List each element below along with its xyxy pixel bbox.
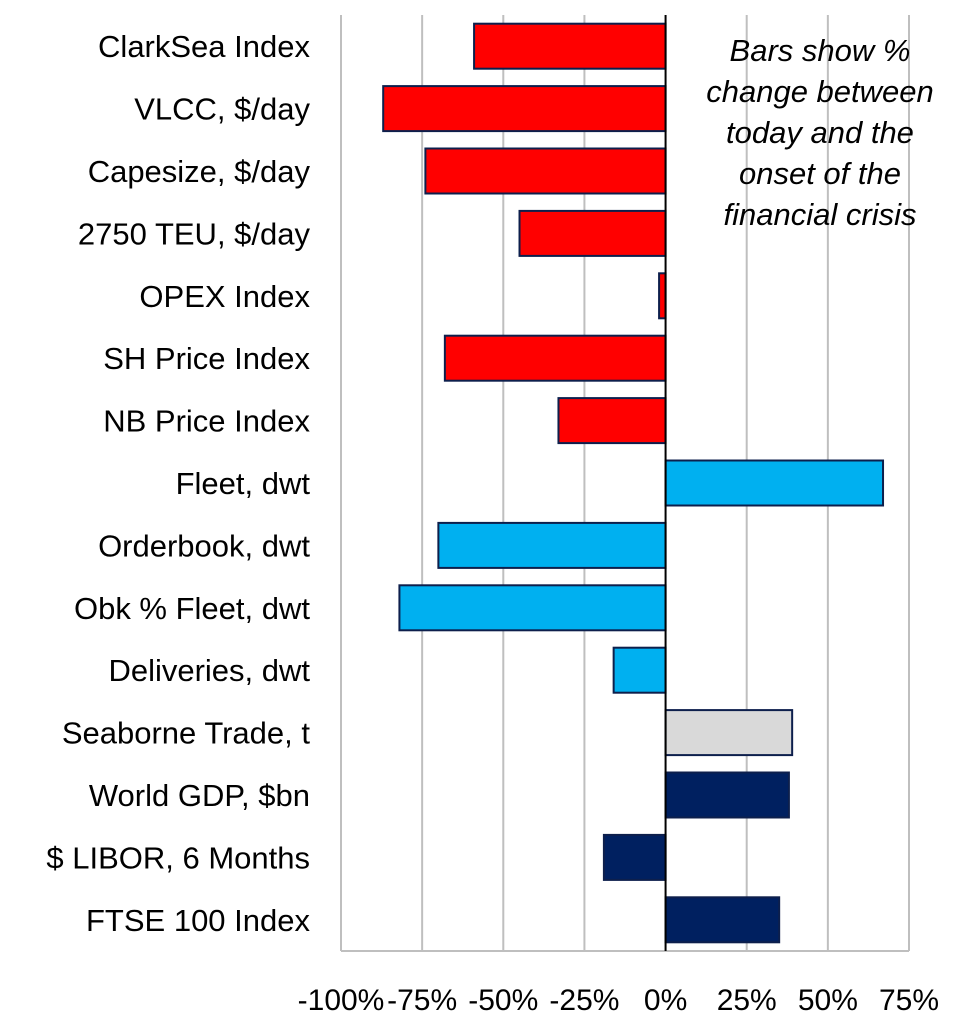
- category-label: 2750 TEU, $/day: [78, 216, 311, 251]
- category-label: Seaborne Trade, t: [62, 716, 311, 751]
- category-label: Obk % Fleet, dwt: [74, 591, 310, 626]
- bar: [602, 833, 667, 881]
- bar: [664, 771, 790, 819]
- category-label: FTSE 100 Index: [86, 903, 311, 938]
- bar: [612, 646, 667, 694]
- x-tick-label: -25%: [549, 984, 619, 1017]
- bar: [424, 147, 667, 195]
- x-tick-label: 50%: [798, 984, 858, 1017]
- bar: [473, 22, 667, 70]
- x-tick-label: -75%: [387, 984, 457, 1017]
- category-label: NB Price Index: [103, 404, 310, 439]
- category-label: World GDP, $bn: [89, 778, 310, 813]
- category-label: ClarkSea Index: [98, 29, 310, 64]
- category-label: Capesize, $/day: [88, 154, 311, 189]
- bar: [557, 397, 667, 445]
- bar: [398, 584, 667, 632]
- category-label: Deliveries, dwt: [108, 653, 310, 688]
- x-tick-label: -100%: [298, 984, 385, 1017]
- bar: [664, 459, 885, 507]
- bar: [382, 85, 667, 133]
- category-label: $ LIBOR, 6 Months: [46, 840, 310, 875]
- chart-annotation: Bars show % change between today and the…: [706, 33, 934, 232]
- bar: [664, 896, 781, 944]
- x-tick-label: 75%: [879, 984, 939, 1017]
- bar: [443, 334, 667, 382]
- x-tick-label: -50%: [468, 984, 538, 1017]
- bar: [664, 709, 794, 757]
- category-label: OPEX Index: [139, 279, 310, 314]
- category-label: Fleet, dwt: [176, 466, 311, 501]
- category-label: VLCC, $/day: [134, 92, 310, 127]
- x-tick-label: 25%: [717, 984, 777, 1017]
- bar: [437, 521, 667, 569]
- bar: [518, 209, 667, 257]
- category-label: Orderbook, dwt: [98, 528, 310, 563]
- x-tick-label: 0%: [644, 984, 687, 1017]
- category-label: SH Price Index: [103, 341, 310, 376]
